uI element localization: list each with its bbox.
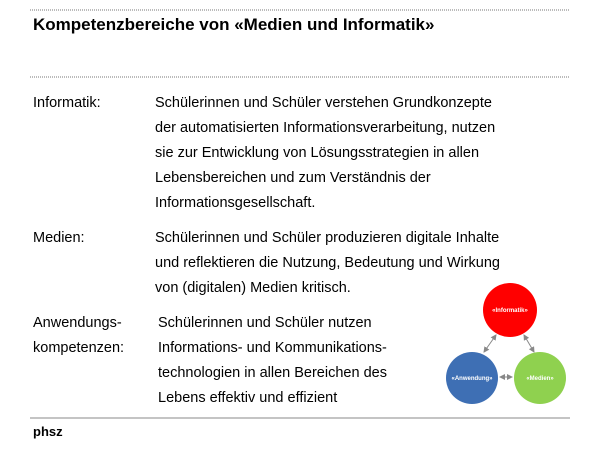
title: Kompetenzbereiche von «Medien und Inform… (33, 15, 435, 34)
section-text: Schülerinnen und Schüler nutzen (158, 315, 372, 331)
section-text: Lebensbereichen und zum Verständnis der (155, 170, 431, 186)
section-label: Anwendungs- (33, 315, 122, 331)
section-text: Schülerinnen und Schüler produzieren dig… (155, 230, 500, 246)
section-text: Informations- und Kommunikations- (158, 340, 387, 356)
section-label: Informatik: (33, 95, 101, 111)
section-text: der automatisierten Informationsverarbei… (155, 120, 496, 136)
node-label: «Informatik» (492, 308, 528, 314)
node-circle (514, 352, 566, 404)
section-text: Lebens effektiv und effizient (158, 390, 338, 406)
section-text: und reflektieren die Nutzung, Bedeutung … (155, 255, 500, 271)
node-label: «Anwendung» (451, 376, 493, 382)
section-text: technologien in allen Bereichen des (158, 365, 387, 381)
section-label: kompetenzen: (33, 340, 125, 356)
node-label: «Medien» (526, 376, 554, 382)
section-text: Informationsgesellschaft. (155, 195, 316, 211)
arrow (523, 334, 535, 353)
node-circle (446, 352, 498, 404)
section-text: Schülerinnen und Schüler verstehen Grund… (155, 95, 492, 111)
section-text: von (digitalen) Medien kritisch. (155, 280, 351, 296)
section-text: sie zur Entwicklung von Lösungsstrategie… (155, 145, 480, 161)
logo: phsz (33, 424, 63, 439)
node-circle (483, 283, 537, 337)
arrow (483, 334, 497, 353)
section-label: Medien: (33, 230, 85, 246)
